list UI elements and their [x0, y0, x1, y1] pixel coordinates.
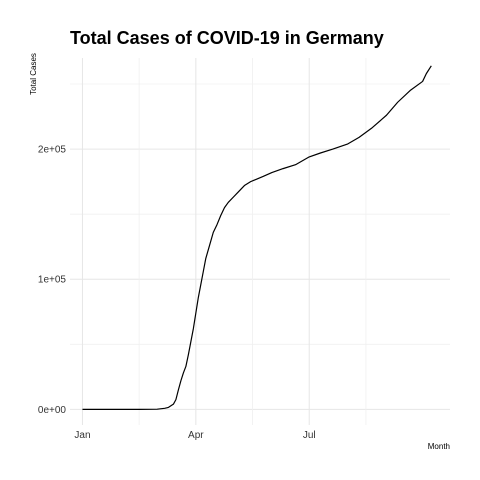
series-line — [82, 65, 432, 410]
y-tick-label: 0e+00 — [38, 405, 67, 416]
x-axis-ticks: Jan Apr Jul — [74, 430, 315, 441]
y-axis-title: Total Cases — [29, 53, 38, 95]
x-tick-label: Jul — [303, 430, 316, 441]
x-tick-label: Jan — [74, 430, 90, 441]
chart-title: Total Cases of COVID-19 in Germany — [70, 28, 384, 48]
series-layer — [82, 65, 432, 410]
grid — [70, 58, 450, 425]
y-axis-ticks: 0e+00 1e+05 2e+05 — [38, 145, 67, 416]
x-axis-title: Month — [428, 442, 450, 451]
y-tick-label: 1e+05 — [38, 275, 67, 286]
y-tick-label: 2e+05 — [38, 145, 67, 156]
x-tick-label: Apr — [188, 430, 204, 441]
